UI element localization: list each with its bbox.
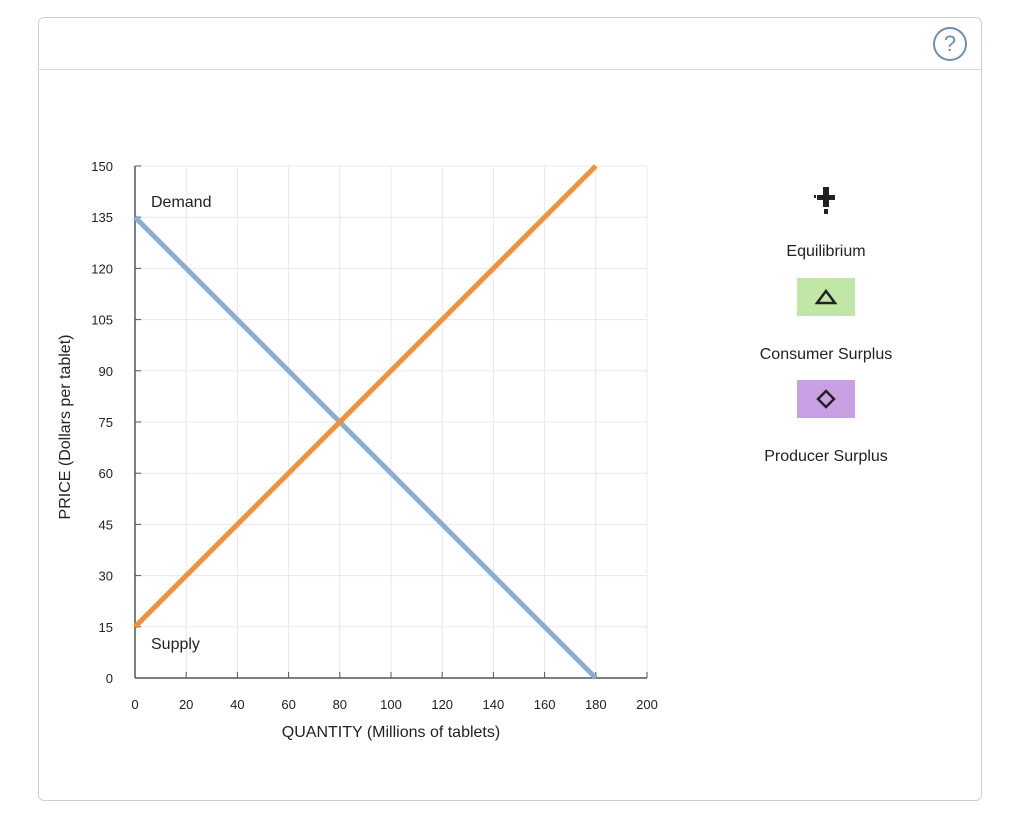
x-tick-label: 20 bbox=[179, 697, 193, 712]
x-tick-label: 200 bbox=[636, 697, 658, 712]
producer-surplus-label: Producer Surplus bbox=[764, 448, 888, 465]
y-tick-label: 105 bbox=[91, 313, 113, 328]
x-tick-label: 100 bbox=[380, 697, 402, 712]
x-tick-label: 80 bbox=[333, 697, 347, 712]
demand-curve-label: Demand bbox=[151, 194, 211, 211]
equilibrium-label: Equilibrium bbox=[786, 243, 866, 260]
x-tick-label: 60 bbox=[281, 697, 295, 712]
y-tick-label: 45 bbox=[99, 517, 113, 532]
tick-labels: 0 20 40 60 80 100 120 140 160 180 200 0 15 30 45 60 75 90… bbox=[91, 159, 658, 712]
y-tick-label: 0 bbox=[106, 671, 113, 686]
panel-header: ? bbox=[39, 18, 981, 70]
plus-marker-icon bbox=[814, 187, 835, 214]
tool-palette: Equilibrium Consumer Surplus Producer Su… bbox=[736, 185, 916, 466]
x-tick-label: 0 bbox=[131, 697, 138, 712]
y-tick-label: 120 bbox=[91, 261, 113, 276]
y-tick-label: 135 bbox=[91, 210, 113, 225]
y-tick-label: 75 bbox=[99, 415, 113, 430]
x-tick-label: 180 bbox=[585, 697, 607, 712]
y-tick-label: 90 bbox=[99, 364, 113, 379]
y-axis-title: PRICE (Dollars per tablet) bbox=[57, 335, 74, 520]
y-tick-label: 15 bbox=[99, 620, 113, 635]
x-tick-label: 160 bbox=[534, 697, 556, 712]
equilibrium-tool[interactable] bbox=[810, 185, 842, 221]
x-axis-title: QUANTITY (Millions of tablets) bbox=[282, 724, 500, 741]
x-tick-label: 140 bbox=[483, 697, 505, 712]
triangle-icon bbox=[815, 288, 837, 305]
x-tick-label: 120 bbox=[431, 697, 453, 712]
consumer-surplus-label: Consumer Surplus bbox=[759, 346, 893, 363]
diamond-icon bbox=[816, 389, 836, 409]
y-tick-label: 150 bbox=[91, 159, 113, 174]
supply-curve-label: Supply bbox=[151, 636, 200, 653]
y-tick-label: 60 bbox=[99, 466, 113, 481]
x-tick-label: 40 bbox=[230, 697, 244, 712]
chart-series[interactable] bbox=[133, 164, 598, 680]
producer-surplus-tool[interactable] bbox=[797, 380, 855, 418]
chart-grid bbox=[135, 165, 648, 678]
chart-axes bbox=[134, 165, 648, 679]
help-button[interactable]: ? bbox=[933, 27, 967, 61]
y-tick-label: 30 bbox=[99, 569, 113, 584]
demand-curve[interactable] bbox=[133, 215, 598, 680]
supply-curve[interactable] bbox=[133, 164, 598, 629]
consumer-surplus-tool[interactable] bbox=[797, 278, 855, 316]
